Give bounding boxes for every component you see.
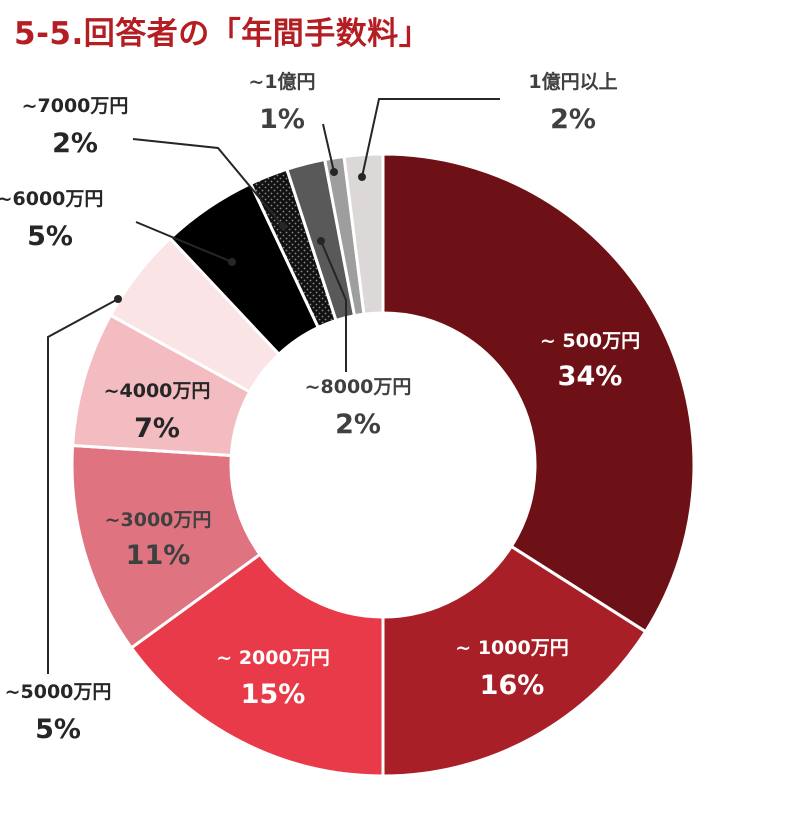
slice-percent-5: 5% bbox=[35, 714, 81, 745]
slice-percent-9: 1% bbox=[259, 104, 305, 135]
leader-dot-10 bbox=[358, 173, 366, 181]
slice-percent-7: 2% bbox=[52, 128, 98, 159]
slice-2 bbox=[129, 552, 385, 778]
slice-percent-10: 2% bbox=[550, 104, 596, 135]
slice-label-7: ~7000万円 bbox=[22, 95, 129, 117]
slice-label-3: ~3000万円 bbox=[105, 509, 212, 531]
leader-dot-5 bbox=[114, 295, 122, 303]
slice-label-8: ~8000万円 bbox=[305, 376, 412, 398]
leader-dot-7 bbox=[279, 222, 287, 230]
leader-line-10 bbox=[361, 98, 500, 178]
leader-dot-8 bbox=[317, 237, 325, 245]
page-title: 5-5.回答者の「年間手数料」 bbox=[14, 16, 431, 52]
leader-line-8 bbox=[320, 240, 347, 372]
slice-label-0: ~ 500万円 bbox=[540, 330, 640, 352]
slice-percent-1: 16% bbox=[480, 670, 545, 701]
slice-percent-8: 2% bbox=[335, 409, 381, 440]
leader-dot-6 bbox=[228, 258, 236, 266]
leader-line-6 bbox=[135, 221, 233, 263]
slice-10 bbox=[342, 152, 385, 316]
leader-dot-9 bbox=[330, 168, 338, 176]
slice-label-4: ~4000万円 bbox=[104, 380, 211, 402]
slice-1 bbox=[381, 544, 648, 778]
slice-percent-6: 5% bbox=[27, 221, 73, 252]
slice-label-9: ~1億円 bbox=[248, 70, 315, 93]
slice-percent-3: 11% bbox=[126, 540, 191, 571]
slice-0 bbox=[381, 152, 696, 634]
slice-percent-0: 34% bbox=[558, 361, 623, 392]
slice-label-1: ~ 1000万円 bbox=[455, 637, 568, 659]
slice-percent-2: 15% bbox=[241, 679, 306, 710]
slice-label-2: ~ 2000万円 bbox=[216, 647, 329, 669]
leader-line-7 bbox=[132, 138, 284, 227]
slice-label-6: ~6000万円 bbox=[0, 188, 103, 210]
slice-percent-4: 7% bbox=[134, 413, 180, 444]
slice-label-5: ~5000万円 bbox=[5, 681, 112, 703]
slice-label-10: 1億円以上 bbox=[528, 70, 617, 93]
leader-line-9 bbox=[322, 123, 335, 173]
leader-line-5 bbox=[47, 298, 119, 674]
